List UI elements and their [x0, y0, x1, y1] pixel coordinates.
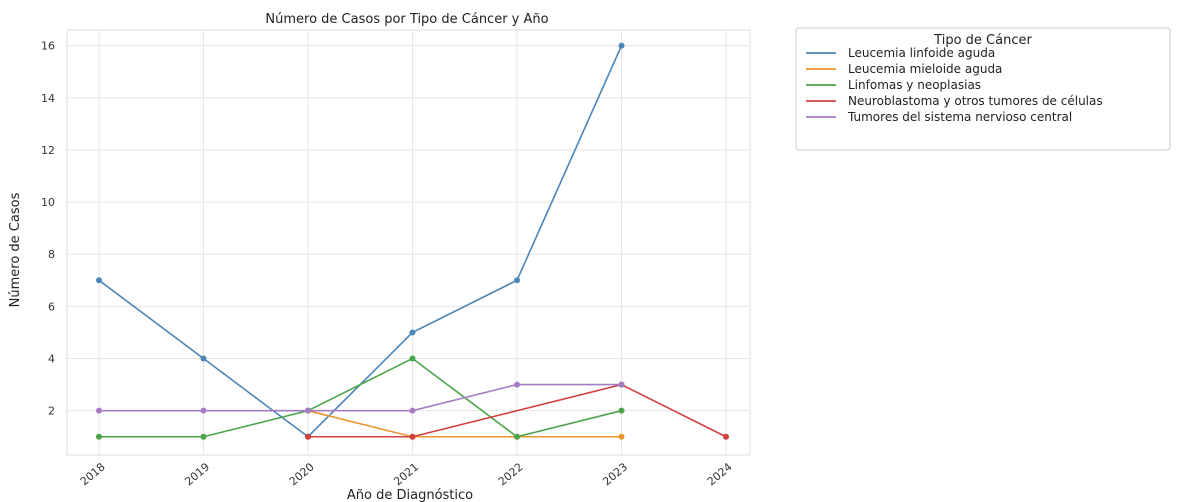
- x-tick-label: 2023: [600, 460, 630, 488]
- x-tick-label: 2024: [705, 460, 735, 488]
- data-point: [618, 42, 625, 49]
- x-tick-label: 2022: [496, 460, 526, 488]
- data-point: [200, 355, 207, 362]
- x-tick-label: 2021: [391, 460, 421, 488]
- series-lines: [96, 42, 729, 440]
- y-tick-label: 12: [41, 144, 55, 157]
- data-point: [723, 433, 729, 440]
- series-line: [307, 409, 622, 438]
- data-point: [409, 329, 416, 336]
- y-axis-title: Número de Casos: [8, 192, 23, 307]
- y-tick-label: 8: [48, 248, 55, 261]
- x-tick-label: 2019: [182, 460, 212, 488]
- legend-item-label: Leucemia mieloide aguda: [848, 62, 1002, 76]
- legend-item-label: Leucemia linfoide aguda: [848, 46, 995, 60]
- legend-title: Tipo de Cáncer: [933, 33, 1032, 48]
- data-point: [96, 407, 102, 414]
- data-point: [618, 407, 625, 414]
- data-point: [514, 381, 520, 388]
- y-tick-label: 10: [41, 196, 55, 209]
- data-point: [409, 407, 416, 414]
- data-point: [96, 277, 102, 284]
- data-point: [305, 433, 311, 440]
- data-point: [514, 277, 520, 284]
- series-line: [99, 357, 622, 438]
- legend-item-label: Neuroblastoma y otros tumores de células: [848, 94, 1103, 108]
- legend-item-label: Linfomas y neoplasias: [848, 78, 981, 92]
- series-line: [99, 383, 622, 412]
- data-point: [618, 381, 625, 388]
- y-axis-ticks: 2 4 6 8 10 12 14 16: [41, 40, 55, 418]
- x-tick-label: 2020: [287, 460, 317, 488]
- data-point: [409, 355, 416, 362]
- x-axis-title: Año de Diagnóstico: [347, 488, 473, 502]
- data-point: [200, 407, 207, 414]
- plot-area: [66, 29, 751, 456]
- data-point: [618, 433, 625, 440]
- legend-box: [795, 27, 1171, 151]
- chart-title: Número de Casos por Tipo de Cáncer y Año: [265, 12, 548, 27]
- data-point: [200, 433, 207, 440]
- y-tick-label: 14: [41, 92, 55, 105]
- legend-item-label: Tumores del sistema nervioso central: [847, 110, 1072, 124]
- data-point: [305, 407, 311, 414]
- data-point: [409, 433, 416, 440]
- y-tick-label: 16: [41, 40, 55, 53]
- y-tick-label: 4: [48, 353, 55, 366]
- data-point: [514, 433, 520, 440]
- y-tick-label: 2: [48, 405, 55, 418]
- data-point: [96, 433, 102, 440]
- series-line: [308, 383, 727, 438]
- x-tick-label: 2018: [78, 460, 108, 488]
- x-axis-ticks: 2018 2019 2020 2021 2022 2023 2024: [78, 460, 735, 488]
- legend: Tipo de Cáncer Leucemia linfoide aguda Le…: [795, 27, 1171, 151]
- y-tick-label: 6: [48, 300, 55, 313]
